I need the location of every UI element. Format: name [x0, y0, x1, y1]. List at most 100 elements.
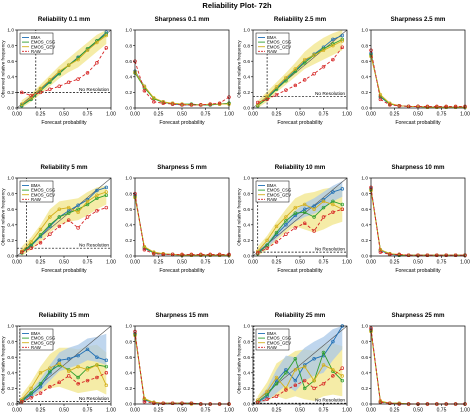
series-line-raw: [370, 328, 465, 405]
data-point-emos_csg: [57, 71, 62, 76]
data-point-raw: [95, 375, 99, 380]
data-point-emos_gev: [104, 33, 109, 38]
x-tick-label: 0.00: [12, 112, 22, 118]
y-tick-label: 0.8: [361, 339, 368, 345]
y-tick-label: 0.2: [125, 90, 132, 96]
series-line-emos_gev: [21, 362, 107, 400]
y-tick-label: 0.0: [361, 254, 368, 260]
series-line-emos_csg: [257, 200, 343, 255]
y-tick-label: 1.0: [125, 28, 132, 34]
x-tick-label: 1.00: [460, 260, 470, 266]
x-tick-label: 0.50: [177, 112, 187, 118]
data-point-bma: [76, 203, 80, 208]
data-point-emos_gev: [48, 78, 52, 82]
data-point-emos_csg: [302, 61, 307, 65]
data-point-emos_gev: [284, 75, 288, 80]
data-point-bma: [340, 33, 345, 38]
series-line-emos_gev: [257, 364, 343, 401]
legend-label: EMOS_CSG: [267, 336, 292, 341]
data-point-raw: [142, 248, 147, 252]
x-tick-label: 0.25: [36, 112, 46, 118]
y-tick-label: 0.2: [361, 238, 368, 244]
data-point-raw: [293, 83, 298, 88]
data-point-raw: [321, 215, 326, 219]
data-point-raw: [312, 229, 316, 233]
confidence-band-yellow: [21, 185, 107, 256]
data-point-raw: [312, 71, 316, 76]
y-tick-label: 1.0: [7, 324, 14, 330]
data-point-raw: [19, 250, 24, 254]
data-point-raw: [293, 226, 298, 230]
data-point-emos_csg: [38, 381, 43, 386]
y-tick-label: 0.2: [125, 386, 132, 392]
y-tick-label: 0.6: [361, 59, 368, 65]
legend-label: RAW: [31, 197, 42, 202]
data-point-bma: [340, 187, 345, 191]
data-point-raw: [76, 381, 80, 386]
data-point-emos_csg: [321, 205, 326, 210]
x-axis-label: Forecast probability: [41, 120, 87, 126]
data-point-emos_csg: [104, 32, 109, 36]
panel-3: Reliability 2.5 mm No Resolution 0.00 0.25 0…: [237, 16, 353, 126]
x-axis-label: Forecast probability: [41, 268, 87, 274]
x-tick-label: 0.75: [201, 260, 211, 266]
y-tick-label: 1.0: [7, 176, 14, 182]
data-point-emos_csg: [19, 103, 24, 108]
x-axis-label: Forecast probability: [277, 268, 323, 274]
data-point-emos_gev: [340, 374, 345, 378]
data-point-emos_csg: [340, 37, 345, 42]
series-line-raw: [370, 50, 465, 107]
data-point-emos_csg: [104, 364, 109, 369]
series-line-emos_gev: [134, 197, 229, 256]
data-point-raw: [453, 253, 458, 257]
data-point-raw: [284, 232, 288, 236]
data-point-raw: [19, 90, 24, 95]
data-point-emos_gev: [142, 396, 147, 401]
data-point-bma: [284, 223, 288, 227]
data-point-raw: [302, 78, 307, 82]
y-tick-label: 1.0: [243, 28, 250, 34]
y-tick-label: 1.0: [361, 28, 368, 34]
y-tick-label: 0.4: [125, 371, 132, 377]
y-tick-label: 0.6: [125, 355, 132, 361]
data-point-raw: [76, 77, 80, 81]
data-point-emos_csg: [66, 211, 71, 215]
plot-frame: [370, 325, 466, 405]
legend-label: EMOS_CSG: [267, 40, 292, 45]
x-tick-label: 0.00: [366, 112, 376, 118]
y-tick-label: 0.6: [243, 207, 250, 213]
data-point-raw: [331, 57, 335, 62]
y-tick-label: 0.2: [7, 90, 14, 96]
x-tick-label: 0.50: [295, 112, 305, 118]
data-point-raw: [85, 215, 90, 219]
data-point-raw: [57, 84, 62, 88]
x-tick-label: 0.50: [413, 112, 423, 118]
x-tick-label: 0.75: [437, 260, 447, 266]
series-line-raw: [21, 372, 107, 403]
panel-title: Sharpness 10 mm: [392, 164, 445, 171]
data-point-emos_csg: [38, 233, 43, 237]
panel-12: Sharpness 25 mm 0.00 0.25 0.50 0.75 1.00 0.0 0.…: [361, 312, 470, 412]
data-point-emos_gev: [302, 202, 307, 207]
series-line-bma: [134, 333, 229, 405]
data-point-bma: [331, 339, 335, 344]
y-tick-label: 0.4: [243, 371, 250, 377]
x-tick-label: 0.25: [154, 408, 164, 412]
legend-label: BMA: [31, 35, 40, 40]
data-point-raw: [378, 250, 383, 254]
x-tick-label: 0.75: [201, 112, 211, 118]
data-point-bma: [104, 185, 109, 190]
panel-title: Sharpness 15 mm: [156, 312, 209, 319]
data-point-emos_gev: [321, 363, 326, 367]
data-point-raw: [104, 46, 109, 50]
series-line-raw: [257, 46, 343, 103]
legend-box: [255, 328, 290, 351]
y-tick-label: 0.2: [243, 238, 250, 244]
x-tick-label: 1.00: [342, 260, 352, 266]
y-tick-label: 0.4: [361, 75, 368, 81]
data-point-emos_csg: [284, 371, 288, 375]
data-point-emos_csg: [302, 210, 307, 215]
panel-8: Sharpness 10 mm 0.00 0.25 0.50 0.75 1.00 0.0 0.…: [361, 164, 470, 274]
data-point-raw: [331, 210, 335, 215]
y-tick-label: 0.8: [243, 191, 250, 197]
